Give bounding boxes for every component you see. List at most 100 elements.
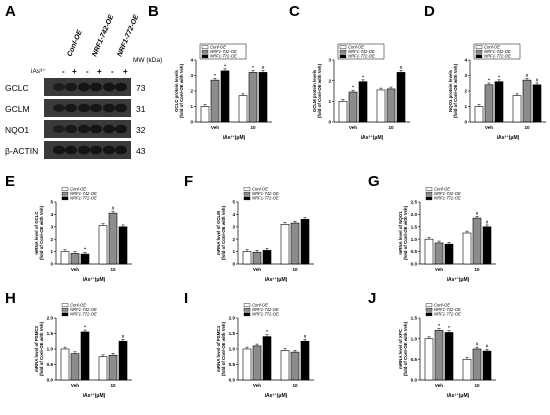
legend-label: Conl-OE	[70, 187, 86, 192]
panel-letter-g: G	[368, 173, 380, 190]
lane-group-label: Conl-OE	[66, 29, 84, 58]
bar	[434, 330, 444, 381]
legend-label: Conl-OE	[210, 45, 226, 50]
bar-charts: 0 1 2 3 4 GCLC protein levels (fold of Conl-OE…	[34, 43, 546, 399]
bar	[386, 88, 396, 123]
bar	[482, 350, 492, 381]
bar	[376, 89, 386, 123]
y-tick-label: 3	[232, 224, 235, 229]
x-tick-label: 10	[110, 383, 116, 388]
blot-band	[90, 145, 102, 155]
bar	[80, 253, 90, 265]
western-blot-panel: Conl-OE NRF1-742-OE NRF1-772-OE MW (kDa)…	[5, 14, 162, 159]
y-axis-label: (fold of Conl-OE with Veh)	[221, 205, 226, 260]
y-tick-label: 0	[328, 120, 331, 125]
blot-band	[53, 145, 65, 155]
bar	[522, 79, 532, 123]
y-tick-label: 3	[464, 73, 467, 78]
bar	[108, 212, 118, 265]
x-axis-label: iAs³⁺(μM)	[497, 135, 520, 141]
legend-swatch	[475, 45, 483, 49]
bar	[280, 350, 290, 381]
x-tick-label: Veh	[253, 267, 261, 272]
y-axis-label: GCLC protein levels	[174, 69, 179, 112]
blot-band	[53, 125, 65, 133]
y-axis-label: mRNA level of XPC	[398, 328, 403, 369]
y-axis-label: (fold of Conl-OE with Veh)	[39, 205, 44, 260]
bar	[210, 79, 220, 123]
y-axis-label: (fold of Conl-OE with Veh)	[403, 205, 408, 260]
y-tick-label: 1	[190, 104, 193, 109]
legend-swatch	[61, 191, 69, 196]
bar	[290, 351, 300, 381]
treatment-sign: +	[97, 67, 102, 76]
legend-label: Conl-OE	[252, 303, 268, 308]
x-axis-label: iAs³⁺(μM)	[447, 277, 470, 283]
chart-i: 0.0 0.5 1.0 1.5 2.0 mRNA level of PSMC4 (fold …	[216, 303, 314, 399]
x-tick-label: 10	[250, 125, 256, 130]
y-tick-label: 2.0	[47, 316, 54, 321]
y-tick-label: 1	[50, 249, 53, 254]
legend-swatch	[61, 307, 69, 312]
significance-mark: *	[438, 323, 440, 328]
bar	[200, 106, 210, 123]
legend-swatch	[339, 45, 347, 49]
blot-band	[115, 124, 127, 134]
legend-swatch	[243, 303, 251, 307]
x-tick-label: 10	[110, 267, 116, 272]
legend-swatch	[201, 45, 209, 49]
legend-swatch	[425, 187, 433, 191]
panel-letter-a: A	[5, 3, 16, 20]
x-tick-label: 10	[388, 125, 394, 130]
significance-mark: *	[352, 85, 354, 90]
y-tick-label: 2	[464, 89, 467, 94]
significance-mark: #	[262, 65, 265, 70]
panel-letter-i: I	[184, 290, 188, 307]
legend-label: NRF1-772-OE	[252, 312, 279, 317]
legend-swatch	[61, 187, 69, 191]
bar	[348, 91, 358, 123]
blot-band	[78, 124, 90, 134]
x-tick-label: Veh	[71, 383, 79, 388]
y-tick-label: 4	[190, 58, 193, 63]
bar	[238, 95, 248, 123]
y-tick-label: 4	[232, 212, 235, 217]
blot-band	[65, 145, 77, 155]
blot-band	[90, 103, 102, 113]
x-axis-label: iAs³⁺(μM)	[265, 393, 288, 399]
y-tick-label: 2.0	[229, 316, 236, 321]
x-axis-label: iAs³⁺(μM)	[361, 135, 384, 141]
y-tick-label: 1.5	[411, 316, 418, 321]
x-tick-label: 10	[292, 267, 298, 272]
panel-letter-d: D	[424, 3, 435, 20]
panel-letter-j: J	[368, 290, 376, 307]
y-axis-label: (fold of Conl-OE with Veh)	[453, 63, 458, 118]
bar	[242, 348, 252, 381]
legend-label: NRF1-742-OE	[484, 49, 511, 54]
y-tick-label: 2.0	[411, 212, 418, 217]
x-axis-label: iAs³⁺(μM)	[223, 135, 246, 141]
legend-label: Conl-OE	[70, 303, 86, 308]
y-tick-label: 0.5	[411, 249, 418, 254]
y-tick-label: 0.0	[229, 378, 236, 383]
significance-mark: #	[486, 344, 489, 349]
treatment-label: iAs³⁺	[31, 68, 46, 75]
chart-g: 0.0 0.5 1.0 1.5 2.0 2.5 mRNA level of NQO1 (fol…	[398, 187, 496, 283]
y-tick-label: 1	[464, 104, 467, 109]
x-tick-label: Veh	[435, 383, 443, 388]
bar	[70, 253, 80, 265]
significance-mark: *	[448, 325, 450, 330]
y-tick-label: 0.0	[47, 378, 54, 383]
bar	[108, 354, 118, 381]
bar	[118, 340, 128, 381]
y-axis-label: mRNA level of PSMC3	[34, 325, 39, 372]
blot-band	[103, 124, 115, 134]
legend-label: NRF1-772-OE	[434, 196, 461, 201]
y-tick-label: 1.0	[411, 336, 418, 341]
bar	[472, 348, 482, 381]
y-tick-label: 0	[232, 262, 235, 267]
y-axis-label: NQO1 protein levels	[448, 69, 453, 112]
panel-letter-e: E	[5, 173, 15, 190]
y-tick-label: 0.0	[411, 262, 418, 267]
legend-label: NRF1-742-OE	[434, 307, 461, 312]
